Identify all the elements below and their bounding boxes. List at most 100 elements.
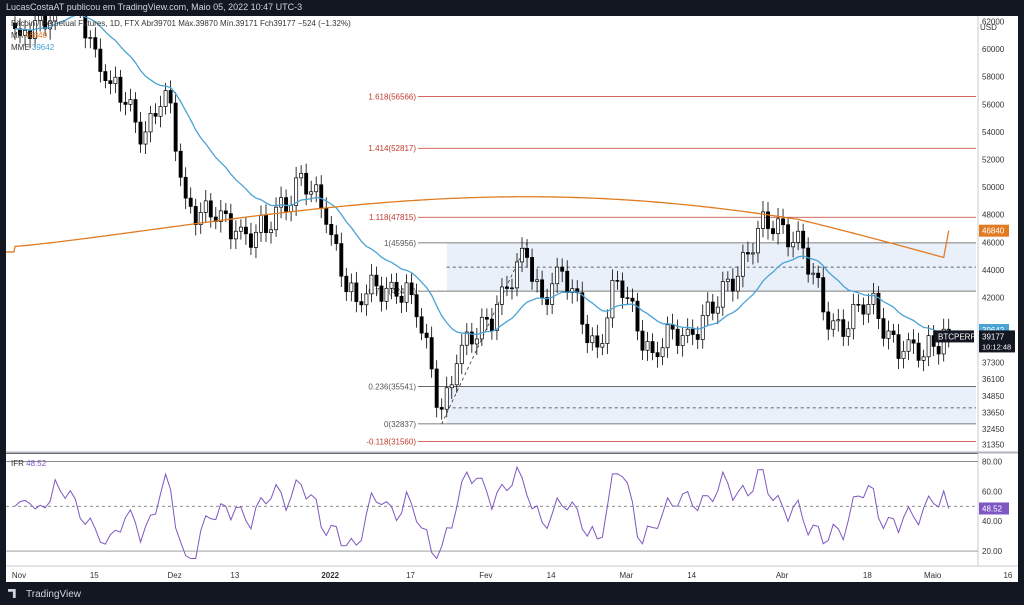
candle-body bbox=[645, 341, 650, 351]
fib-level-label: 1.618(56566) bbox=[368, 92, 416, 101]
candle-body bbox=[128, 99, 133, 105]
candle-body bbox=[911, 339, 916, 344]
currency-label: USD bbox=[980, 23, 997, 32]
price-tick-label: 42000 bbox=[982, 293, 1005, 302]
tradingview-logo[interactable]: TradingView bbox=[8, 589, 81, 600]
candle-body bbox=[600, 343, 605, 348]
candle-body bbox=[756, 228, 760, 254]
candle-body bbox=[93, 37, 98, 50]
candle-body bbox=[655, 352, 660, 358]
rsi-tick-label: 80.00 bbox=[982, 457, 1003, 466]
time-tick-label: 14 bbox=[687, 571, 696, 580]
candle-body bbox=[133, 99, 138, 123]
brand-name: TradingView bbox=[26, 589, 82, 600]
rsi-title: IFR 48.52 bbox=[11, 459, 47, 468]
candle-body bbox=[851, 304, 856, 330]
candle-body bbox=[520, 247, 524, 263]
candle-body bbox=[264, 214, 268, 233]
candle-body bbox=[98, 48, 103, 72]
candle-body bbox=[675, 328, 680, 346]
moving-average-layer bbox=[6, 16, 950, 336]
ma-long-badge-label: 46840 bbox=[982, 227, 1005, 236]
candle-body bbox=[786, 224, 791, 248]
time-tick-label: 2022 bbox=[321, 571, 339, 580]
candle-body bbox=[449, 384, 454, 389]
time-tick-label: Maio bbox=[924, 571, 942, 580]
candle-body bbox=[188, 197, 193, 207]
candle-body bbox=[871, 292, 876, 305]
candle-body bbox=[479, 317, 484, 340]
candle-body bbox=[158, 106, 163, 117]
candle-body bbox=[555, 266, 560, 285]
candle-body bbox=[259, 214, 263, 233]
candle-body bbox=[344, 275, 349, 293]
candle-body bbox=[695, 334, 700, 340]
candle-body bbox=[218, 210, 223, 222]
price-tick-label: 31350 bbox=[982, 440, 1005, 449]
candle-body bbox=[334, 234, 339, 244]
candle-body bbox=[228, 213, 233, 240]
candle-body bbox=[494, 304, 499, 331]
candle-body bbox=[720, 281, 725, 308]
candle-body bbox=[314, 184, 319, 193]
chart-canvas[interactable]: 1.618(56566) 1.414(52817) 1.118(47815) 1(45… bbox=[6, 16, 1018, 582]
candle-body bbox=[776, 218, 780, 235]
candle-body bbox=[625, 297, 630, 299]
candle-body bbox=[530, 257, 535, 282]
candle-body bbox=[208, 200, 213, 218]
time-tick-label: 18 bbox=[863, 571, 872, 580]
publisher-line: LucasCostaAT publicou em TradingView.com… bbox=[6, 2, 303, 12]
candle-body bbox=[108, 80, 113, 84]
candle-body bbox=[399, 295, 404, 303]
candle-body bbox=[585, 323, 590, 344]
time-tick-label: 16 bbox=[1003, 571, 1012, 580]
ema-short-line bbox=[14, 16, 949, 336]
candle-body bbox=[535, 279, 540, 282]
candle-body bbox=[354, 282, 359, 302]
candle-body bbox=[836, 319, 841, 322]
candle-body bbox=[309, 191, 314, 195]
price-tick-label: 32450 bbox=[982, 425, 1005, 434]
candle-body bbox=[856, 304, 861, 306]
candle-body bbox=[605, 317, 610, 344]
candle-body bbox=[841, 319, 846, 337]
fib-level-label: 1.118(47815) bbox=[369, 213, 416, 222]
price-tick-label: 36100 bbox=[982, 375, 1005, 384]
candle-body bbox=[299, 172, 304, 179]
candle-body bbox=[540, 279, 545, 298]
candle-body bbox=[730, 278, 735, 292]
candle-body bbox=[906, 339, 911, 352]
candle-body bbox=[429, 337, 434, 370]
candle-body bbox=[148, 113, 153, 133]
candle-body bbox=[168, 90, 173, 104]
time-axis-labels[interactable]: Nov 15 Dez 13 2022 17 Fev 14 Mar 14 Abr 18 Maio 16 bbox=[12, 571, 1013, 580]
candle-body bbox=[243, 226, 248, 235]
candle-body bbox=[439, 407, 444, 410]
candle-body bbox=[505, 286, 509, 289]
fib-level-label: 1(45956) bbox=[384, 239, 416, 248]
last-price-badge bbox=[979, 330, 1015, 353]
candle-body bbox=[710, 301, 715, 314]
time-tick-label: 14 bbox=[547, 571, 556, 580]
time-tick-label: Dez bbox=[168, 571, 182, 580]
candle-body bbox=[238, 226, 243, 232]
candle-body bbox=[38, 16, 43, 21]
candle-body bbox=[771, 228, 775, 235]
fib-level-label: 0.236(35541) bbox=[368, 383, 416, 392]
candle-body bbox=[103, 71, 108, 81]
rsi-tick-label: 60.00 bbox=[982, 487, 1003, 496]
candle-body bbox=[409, 282, 414, 296]
candle-body bbox=[886, 330, 891, 339]
candle-body bbox=[304, 172, 309, 195]
candle-body bbox=[269, 229, 273, 233]
candle-body bbox=[896, 334, 901, 359]
candle-body bbox=[615, 280, 620, 282]
candle-body bbox=[173, 102, 178, 152]
price-axis-labels[interactable]: 62000 60000 58000 56000 54000 52000 50000 48000… bbox=[982, 18, 1005, 557]
candle-body bbox=[620, 280, 625, 299]
candle-body bbox=[570, 288, 575, 293]
candle-body bbox=[660, 347, 665, 358]
zone-layer bbox=[446, 242, 977, 424]
rsi-tick-label: 20.00 bbox=[982, 547, 1003, 556]
candle-body bbox=[414, 294, 419, 318]
